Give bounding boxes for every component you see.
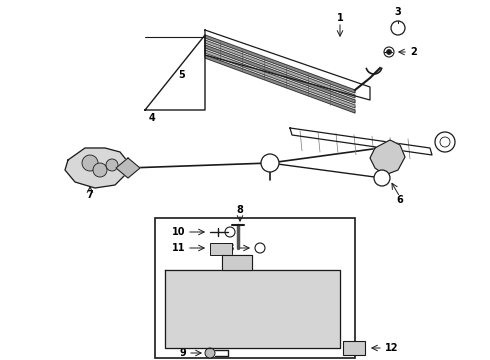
Text: 4: 4 xyxy=(148,113,155,123)
Polygon shape xyxy=(205,45,355,103)
Circle shape xyxy=(261,154,279,172)
Text: 12: 12 xyxy=(385,343,398,353)
Text: 6: 6 xyxy=(396,195,403,205)
Text: 10: 10 xyxy=(172,227,185,237)
Polygon shape xyxy=(165,270,340,348)
Polygon shape xyxy=(205,55,355,113)
Text: 8: 8 xyxy=(237,205,244,215)
Polygon shape xyxy=(205,35,355,93)
Circle shape xyxy=(374,170,390,186)
Polygon shape xyxy=(116,158,140,178)
Bar xyxy=(155,218,355,358)
Polygon shape xyxy=(370,140,405,175)
Polygon shape xyxy=(145,35,205,110)
Text: 9: 9 xyxy=(179,348,186,358)
Polygon shape xyxy=(222,255,252,270)
Bar xyxy=(210,243,232,255)
Circle shape xyxy=(387,50,392,54)
Text: 2: 2 xyxy=(410,47,417,57)
Circle shape xyxy=(205,348,215,358)
Polygon shape xyxy=(205,40,355,98)
Text: 1: 1 xyxy=(337,13,343,23)
Circle shape xyxy=(106,159,118,171)
Circle shape xyxy=(93,163,107,177)
Text: 13: 13 xyxy=(221,243,235,253)
Text: 11: 11 xyxy=(172,243,185,253)
Text: 7: 7 xyxy=(87,190,94,200)
Polygon shape xyxy=(205,30,370,100)
Circle shape xyxy=(82,155,98,171)
Polygon shape xyxy=(205,50,355,108)
Text: 5: 5 xyxy=(179,70,185,80)
Bar xyxy=(343,341,365,355)
Polygon shape xyxy=(65,148,128,188)
Polygon shape xyxy=(290,128,432,155)
Text: 3: 3 xyxy=(394,7,401,17)
